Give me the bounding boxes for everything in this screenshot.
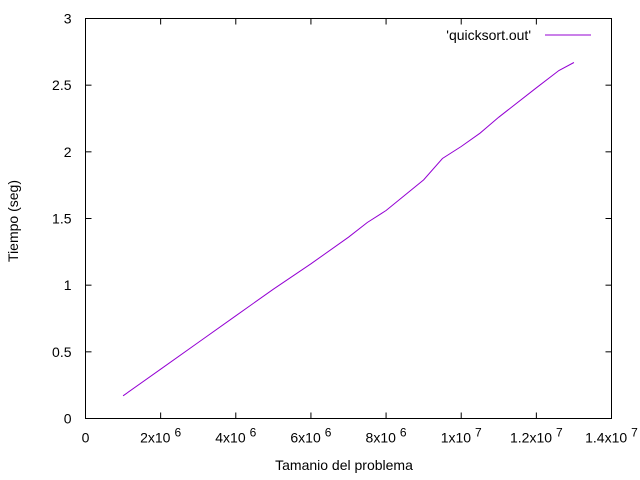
x-tick-label: 1.4x10 7	[585, 426, 638, 446]
x-tick-label: 0	[82, 430, 90, 446]
y-axis-ticks: 0 0.5 1 1.5 2 2.5 3	[52, 11, 612, 427]
y-tick-label: 2.5	[52, 77, 72, 93]
legend-label: 'quicksort.out'	[446, 27, 531, 43]
x-tick-label: 6x10 6	[290, 426, 331, 446]
legend: 'quicksort.out'	[446, 27, 591, 43]
x-axis-ticks: 0 2x10 6 4x10 6 6x10 6 8x10 6 1x10 7 1.2x10 7 1.4x10 7	[82, 18, 638, 446]
y-tick-label: 3	[64, 11, 72, 27]
y-tick-label: 1.5	[52, 211, 72, 227]
x-tick-label: 4x10 6	[215, 426, 256, 446]
x-tick-label: 8x10 6	[366, 426, 407, 446]
x-axis-title: Tamanio del problema	[275, 457, 413, 473]
y-tick-label: 0	[64, 411, 72, 427]
y-tick-label: 2	[64, 144, 72, 160]
y-tick-label: 1	[64, 277, 72, 293]
series-line	[122, 62, 575, 397]
y-axis-title: Tiempo (seg)	[5, 180, 21, 262]
y-tick-label: 0.5	[52, 344, 72, 360]
series-layer	[122, 62, 575, 397]
x-tick-label: 1.2x10 7	[510, 426, 563, 446]
x-tick-label: 1x10 7	[441, 426, 482, 446]
plot-frame	[85, 18, 612, 419]
x-tick-label: 2x10 6	[140, 426, 181, 446]
